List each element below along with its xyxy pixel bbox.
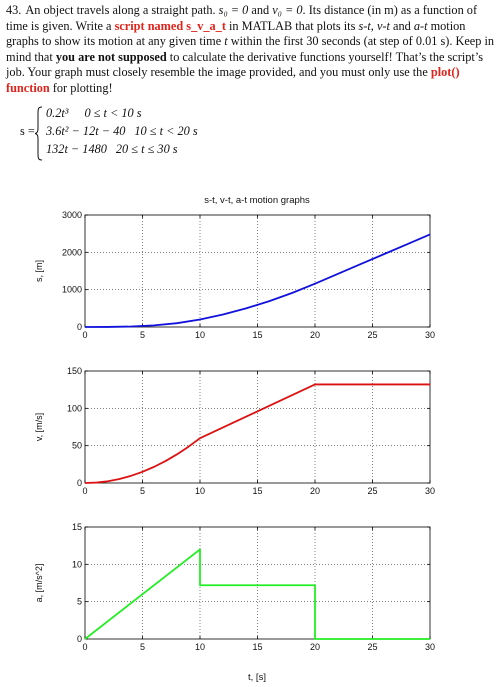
a-xtick-label: 15 bbox=[252, 642, 262, 652]
a-series-line bbox=[84, 548, 430, 640]
s-ytick-label: 2000 bbox=[62, 247, 82, 257]
s-series-line bbox=[84, 233, 431, 328]
v-xtick-label: 20 bbox=[310, 486, 320, 496]
v-ytick-label: 150 bbox=[67, 366, 82, 376]
s-xtick-label: 5 bbox=[140, 330, 145, 340]
motion-graphs-figure: s-t, v-t, a-t motion graphs 0 5 10 15 20 25 30… bbox=[34, 195, 435, 683]
s-xtick-label: 15 bbox=[252, 330, 262, 340]
a-ytick-label: 10 bbox=[72, 559, 82, 569]
v-t-plot: 0 5 10 15 20 25 30 0 50 100 150 v, [m/s] bbox=[34, 366, 435, 496]
s-t-plot: 0 5 10 15 20 25 30 0 1000 2000 3000 s, [m] bbox=[34, 210, 435, 340]
v-ytick-label: 0 bbox=[77, 478, 82, 488]
a-xtick-label: 10 bbox=[195, 642, 205, 652]
script-name: script named s_v_a_t bbox=[114, 18, 226, 33]
v-xtick-label: 25 bbox=[367, 486, 377, 496]
s-xtick-label: 10 bbox=[195, 330, 205, 340]
v-xtick-label: 15 bbox=[252, 486, 262, 496]
brace bbox=[35, 106, 43, 161]
s-xtick-label: 0 bbox=[82, 330, 87, 340]
v0-condition: v₀ = 0 bbox=[272, 3, 303, 17]
v-ytick-label: 50 bbox=[72, 441, 82, 451]
a-ytick-label: 5 bbox=[77, 597, 82, 607]
figure-title: s-t, v-t, a-t motion graphs bbox=[204, 195, 310, 206]
a-ytick-label: 0 bbox=[77, 634, 82, 644]
s-xtick-label: 25 bbox=[367, 330, 377, 340]
v-xtick-label: 30 bbox=[425, 486, 435, 496]
s-ytick-label: 3000 bbox=[62, 210, 82, 220]
piecewise-case-1: 0.2t³ 0 ≤ t < 10 s bbox=[46, 106, 142, 120]
a-t-plot: 0 5 10 15 20 25 30 0 5 10 15 a, [m/s^2] bbox=[34, 522, 435, 652]
piecewise-lhs: s = bbox=[20, 124, 35, 138]
s-ylabel: s, [m] bbox=[34, 260, 44, 282]
a-xtick-label: 5 bbox=[140, 642, 145, 652]
s-ytick-label: 1000 bbox=[62, 285, 82, 295]
v-xtick-label: 5 bbox=[140, 486, 145, 496]
a-ytick-label: 15 bbox=[72, 522, 82, 532]
v-ylabel: v, [m/s] bbox=[34, 413, 44, 441]
s-plot-area bbox=[85, 215, 430, 327]
a-plot-area bbox=[85, 527, 430, 639]
a-ylabel: a, [m/s^2] bbox=[34, 564, 44, 603]
a-xtick-label: 20 bbox=[310, 642, 320, 652]
piecewise-case-3: 132t − 1480 20 ≤ t ≤ 30 s bbox=[46, 142, 178, 156]
problem-text: 43. An object travels along a straight pa… bbox=[6, 3, 495, 95]
a-xtick-label: 30 bbox=[425, 642, 435, 652]
v-series-line bbox=[84, 383, 430, 484]
v-xtick-label: 0 bbox=[82, 486, 87, 496]
v-xtick-label: 10 bbox=[195, 486, 205, 496]
v-plot-area bbox=[85, 371, 430, 483]
problem-statement: 43. An object travels along a straight pa… bbox=[6, 3, 496, 97]
s0-condition: s₀ = 0 bbox=[218, 3, 249, 17]
x-axis-label: t, [s] bbox=[248, 672, 266, 683]
a-xtick-label: 25 bbox=[367, 642, 377, 652]
s-xtick-label: 30 bbox=[425, 330, 435, 340]
problem-number: 43. bbox=[6, 3, 22, 17]
plot-function-emphasis: plot() function bbox=[6, 65, 460, 95]
s-xtick-label: 20 bbox=[310, 330, 320, 340]
not-supposed-emphasis: you are not supposed bbox=[55, 49, 167, 64]
v-ytick-label: 100 bbox=[67, 403, 82, 413]
piecewise-case-2: 3.6t² − 12t − 40 10 ≤ t < 20 s bbox=[46, 124, 198, 138]
a-xtick-label: 0 bbox=[82, 642, 87, 652]
s-ytick-label: 0 bbox=[77, 322, 82, 332]
